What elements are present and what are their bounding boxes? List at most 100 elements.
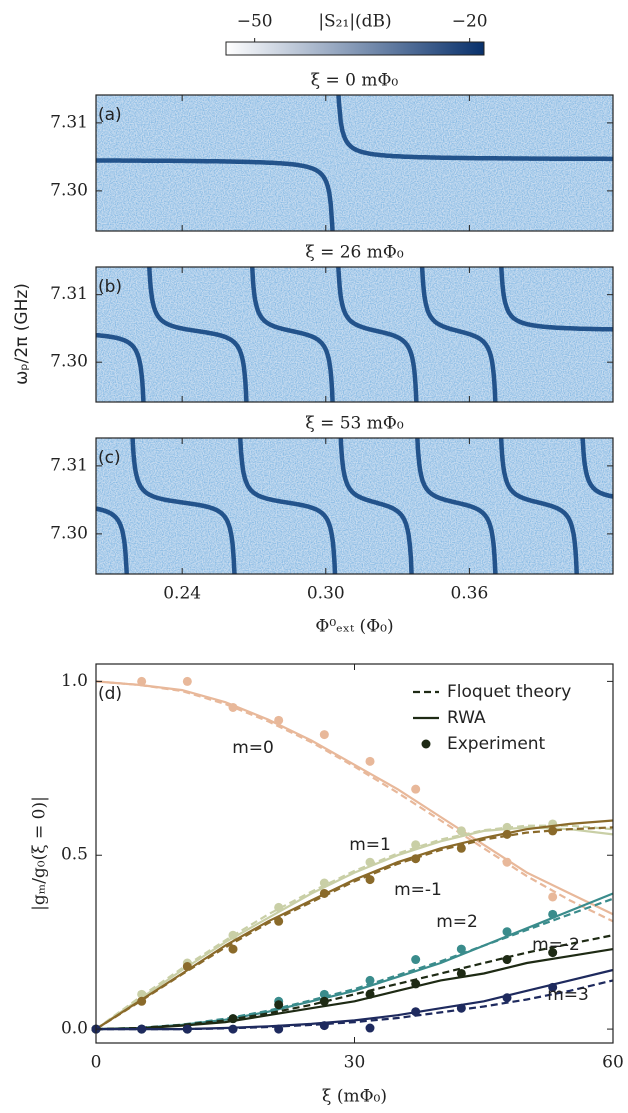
series-label: m=0: [232, 738, 274, 758]
y-tick-label: 7.30: [50, 352, 88, 372]
experiment-point: [319, 888, 329, 898]
experiment-point: [274, 1000, 284, 1010]
experiment-point: [365, 1023, 375, 1033]
experiment-point: [548, 909, 558, 919]
panel-title: ξ = 53 mΦ₀: [305, 414, 404, 434]
experiment-point: [502, 955, 512, 965]
y-axis-label: ωₚ/2π (GHz): [12, 283, 32, 385]
colorbar-tick-label: −20: [452, 12, 488, 32]
experiment-point: [548, 982, 558, 992]
experiment-point: [228, 1024, 238, 1034]
experiment-point: [319, 1021, 329, 1031]
experiment-point: [228, 1014, 238, 1024]
experiment-point: [319, 989, 329, 999]
experiment-point: [137, 676, 147, 686]
legend-swatch: [421, 739, 431, 749]
experiment-point: [274, 715, 284, 725]
rwa-curve: [96, 968, 614, 1031]
resonance-branch: [336, 95, 613, 162]
panel-title: ξ = 0 mΦ₀: [311, 71, 399, 91]
experiment-point: [502, 829, 512, 839]
experiment-point: [548, 826, 558, 836]
experiment-point: [365, 756, 375, 766]
panel-label: (b): [98, 277, 122, 297]
y-tick-label: 7.31: [50, 455, 88, 475]
experiment-point: [182, 962, 192, 972]
spectrum-image: [96, 95, 613, 231]
experiment-point: [365, 975, 375, 985]
experiment-point: [502, 857, 512, 867]
noise: [96, 267, 613, 402]
y-tick-label: 7.31: [50, 112, 88, 132]
experiment-point: [411, 1007, 421, 1017]
floquet-curve: [95, 824, 614, 1030]
resonance-branch: [96, 158, 335, 231]
experiment-point: [456, 944, 466, 954]
colorbar-tick-label: −50: [237, 12, 273, 32]
spectrum-image: [96, 267, 613, 402]
series-label: m=-2: [532, 935, 580, 955]
experiment-point: [319, 730, 329, 740]
experiment-point: [411, 955, 421, 965]
experiment-point: [274, 902, 284, 912]
x-tick-label: 60: [602, 1053, 624, 1073]
resonance-branch: [130, 438, 237, 574]
resonance-branch: [238, 438, 338, 574]
experiment-point: [456, 968, 466, 978]
experiment-point: [319, 878, 329, 888]
series-label: m=2: [436, 912, 478, 932]
experiment-point: [365, 875, 375, 885]
x-axis-label: Φ⁰ₑₓₜ (Φ₀): [315, 617, 393, 637]
experiment-point: [548, 948, 558, 958]
resonance-branch: [498, 438, 579, 574]
floquet-curve: [95, 826, 614, 1031]
y-tick-label: 1.0: [61, 671, 88, 691]
experiment-point: [548, 892, 558, 902]
axes-frame: [95, 437, 614, 575]
experiment-point: [502, 927, 512, 937]
experiment-point: [274, 916, 284, 926]
y-tick-label: 0.0: [61, 1019, 88, 1039]
x-tick-label: 0.36: [450, 584, 488, 604]
colorbar: [225, 41, 485, 56]
resonance-branch: [415, 438, 498, 574]
panel-label: (d): [98, 684, 122, 704]
x-axis-label: ξ (mΦ₀): [322, 1087, 387, 1107]
resonance-branch: [499, 267, 613, 332]
experiment-point: [502, 993, 512, 1003]
colorbar-title: |S₂₁|(dB): [318, 12, 391, 32]
spectrum-image: [96, 438, 613, 574]
y-tick-label: 7.30: [50, 523, 88, 543]
axes-frame: [95, 94, 614, 232]
resonance-branch: [96, 506, 129, 574]
experiment-point: [228, 702, 238, 712]
experiment-point: [137, 996, 147, 1006]
series-label: m=1: [349, 835, 391, 855]
rwa-curve: [95, 948, 614, 1031]
experiment-point: [182, 1024, 192, 1034]
rwa-curve: [95, 680, 614, 916]
panel-label: (a): [98, 105, 122, 125]
experiment-point: [411, 784, 421, 794]
experiment-point: [456, 826, 466, 836]
x-tick-label: 0.24: [163, 584, 201, 604]
noise: [96, 438, 613, 574]
floquet-curve: [95, 680, 614, 923]
panel-title: ξ = 26 mΦ₀: [305, 243, 404, 263]
series-label: m=3: [547, 985, 589, 1005]
y-axis-label: |gₘ/g₀(ξ = 0)|: [30, 796, 50, 911]
experiment-point: [502, 822, 512, 832]
legend-label: Experiment: [447, 734, 546, 754]
experiment-point: [137, 1024, 147, 1034]
floquet-curve: [95, 897, 614, 1031]
x-tick-label: 30: [344, 1053, 366, 1073]
experiment-point: [411, 854, 421, 864]
resonance-branch: [250, 267, 335, 402]
experiment-point: [456, 1003, 466, 1013]
experiment-point: [137, 989, 147, 999]
experiment-point: [228, 930, 238, 940]
resonance-branch: [147, 267, 249, 402]
y-tick-label: 7.31: [50, 284, 88, 304]
experiment-point: [228, 944, 238, 954]
